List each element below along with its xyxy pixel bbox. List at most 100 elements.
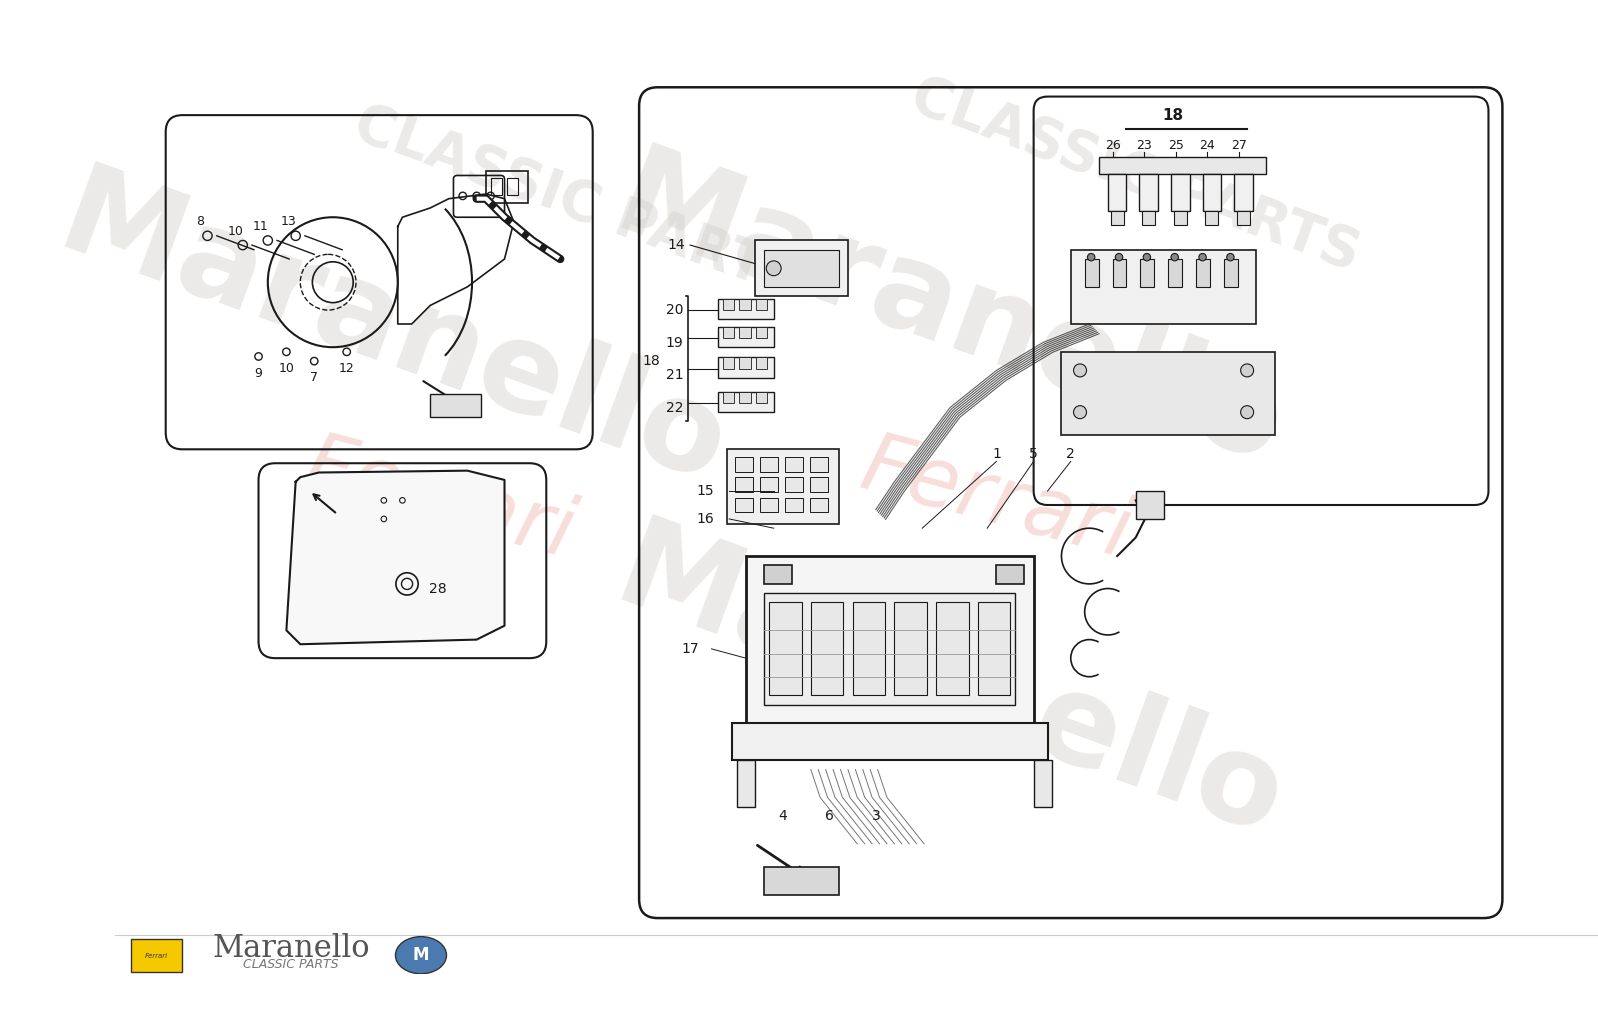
Bar (1136, 491, 1163, 519)
Text: Maranello: Maranello (601, 138, 1299, 491)
Bar (1107, 174, 1127, 211)
Text: 5: 5 (1029, 447, 1039, 461)
Text: Ferrari: Ferrari (145, 953, 168, 960)
Text: Maranello: Maranello (601, 509, 1299, 863)
Bar (740, 299, 751, 310)
Bar (722, 299, 733, 310)
Bar (1085, 259, 1098, 287)
Bar (1195, 259, 1210, 287)
Bar (486, 171, 527, 203)
Bar (722, 327, 733, 338)
Text: 10: 10 (227, 224, 243, 237)
Bar (1234, 174, 1253, 211)
Text: 14: 14 (668, 238, 686, 252)
Text: 17: 17 (681, 642, 698, 655)
Text: 11: 11 (252, 220, 268, 233)
Circle shape (1240, 364, 1253, 377)
Bar (740, 327, 751, 338)
Bar (1205, 211, 1218, 224)
Bar (722, 358, 733, 369)
Bar (810, 603, 844, 695)
Bar (769, 603, 802, 695)
Text: 18: 18 (642, 355, 660, 368)
Bar (936, 603, 968, 695)
Text: 16: 16 (697, 512, 714, 526)
Bar (785, 498, 804, 512)
Text: 10: 10 (278, 362, 294, 375)
Bar (759, 457, 778, 472)
Text: 9: 9 (254, 367, 262, 380)
Circle shape (1198, 254, 1206, 261)
Circle shape (1074, 406, 1087, 419)
Bar (810, 498, 828, 512)
Text: 25: 25 (1168, 139, 1184, 153)
Bar (718, 327, 773, 347)
Text: 4: 4 (778, 809, 788, 823)
Bar (1112, 259, 1127, 287)
Bar (1071, 249, 1256, 324)
Bar (785, 477, 804, 492)
Bar (737, 761, 756, 807)
Bar (895, 603, 927, 695)
Text: 12: 12 (339, 362, 355, 375)
Bar (785, 457, 804, 472)
Text: 22: 22 (666, 401, 682, 414)
Text: 6: 6 (825, 809, 834, 823)
Text: Ferrari: Ferrari (853, 425, 1141, 576)
Text: Ferrari: Ferrari (296, 425, 583, 576)
Text: 26: 26 (1104, 139, 1120, 153)
Bar (131, 939, 182, 972)
Bar (759, 477, 778, 492)
Text: 20: 20 (666, 303, 682, 317)
Circle shape (767, 261, 781, 276)
Text: 23: 23 (1136, 139, 1152, 153)
Polygon shape (398, 194, 515, 324)
Text: 2: 2 (1066, 447, 1075, 461)
Ellipse shape (395, 936, 446, 974)
Bar (756, 240, 849, 296)
Bar (740, 358, 751, 369)
Text: 24: 24 (1200, 139, 1214, 153)
Bar (1061, 351, 1275, 435)
Text: 21: 21 (666, 368, 684, 382)
Circle shape (1115, 254, 1123, 261)
Bar (718, 299, 773, 319)
Bar (764, 593, 1015, 705)
Circle shape (1088, 254, 1095, 261)
Bar (735, 457, 753, 472)
Bar (764, 249, 839, 287)
Bar (810, 457, 828, 472)
Bar (1034, 761, 1051, 807)
Circle shape (1074, 364, 1087, 377)
Text: 19: 19 (665, 335, 684, 349)
Bar (759, 498, 778, 512)
Text: Maranello: Maranello (213, 933, 369, 965)
Bar (1141, 259, 1154, 287)
Bar (491, 178, 502, 195)
Text: CLASSIC PARTS: CLASSIC PARTS (347, 97, 810, 310)
Circle shape (1240, 406, 1253, 419)
Bar (997, 566, 1024, 584)
Bar (727, 449, 839, 523)
Text: 27: 27 (1230, 139, 1246, 153)
Bar (764, 867, 839, 895)
Text: Maranello: Maranello (43, 157, 743, 510)
Bar (740, 392, 751, 403)
Bar (735, 498, 753, 512)
Bar (853, 603, 885, 695)
Bar (732, 723, 1048, 761)
Text: 28: 28 (428, 582, 446, 596)
Bar (1203, 174, 1221, 211)
Bar (978, 603, 1010, 695)
Bar (756, 299, 767, 310)
Text: M: M (412, 946, 430, 965)
Text: 15: 15 (697, 484, 714, 498)
Bar (1171, 174, 1189, 211)
Text: 3: 3 (871, 809, 880, 823)
Bar (718, 392, 773, 412)
Circle shape (1171, 254, 1178, 261)
Bar (718, 358, 773, 378)
Bar (746, 557, 1034, 723)
Bar (1237, 211, 1250, 224)
Text: CLASSIC PARTS: CLASSIC PARTS (243, 958, 339, 971)
